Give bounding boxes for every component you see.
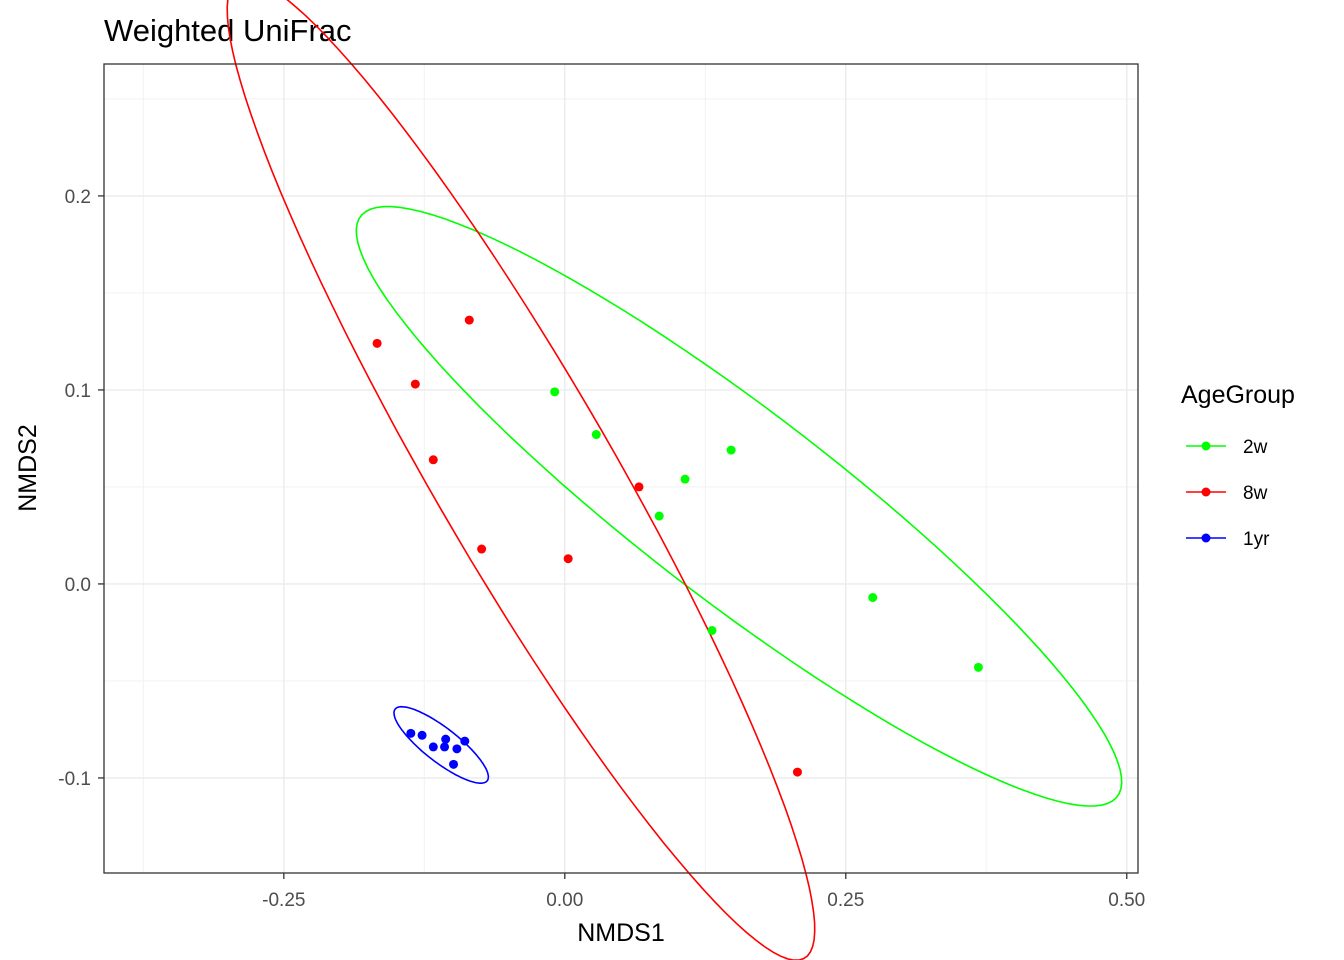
point-1yr bbox=[441, 734, 451, 744]
point-2w bbox=[726, 445, 736, 455]
ellipse-8w bbox=[226, 0, 816, 960]
legend-label: 1yr bbox=[1243, 529, 1270, 550]
legend-key-point bbox=[1201, 533, 1211, 543]
point-8w bbox=[563, 554, 573, 564]
data-points bbox=[372, 315, 983, 777]
point-8w bbox=[428, 455, 438, 465]
legend-item-1yr: 1yr bbox=[1186, 529, 1270, 550]
y-tick-label: 0.1 bbox=[65, 381, 91, 402]
legend-items: 2w 8w 1yr bbox=[1186, 437, 1270, 550]
panel-border bbox=[103, 63, 1139, 874]
y-tick-label: 0.0 bbox=[65, 575, 91, 596]
point-1yr bbox=[406, 728, 416, 738]
legend-item-8w: 8w bbox=[1186, 483, 1268, 504]
point-2w bbox=[707, 625, 717, 635]
legend-label: 8w bbox=[1243, 483, 1268, 504]
point-2w bbox=[868, 593, 878, 603]
grid-minor bbox=[104, 64, 1138, 873]
legend-key-point bbox=[1201, 441, 1211, 451]
point-2w bbox=[654, 511, 664, 521]
legend: AgeGroup 2w 8w 1yr bbox=[1181, 381, 1295, 550]
point-1yr bbox=[428, 742, 438, 752]
confidence-ellipses bbox=[226, 0, 1123, 960]
x-axis-title: NMDS1 bbox=[577, 919, 665, 947]
x-tick-label: 0.25 bbox=[827, 890, 864, 911]
point-1yr bbox=[417, 730, 427, 740]
y-axis-title: NMDS2 bbox=[14, 424, 42, 512]
point-8w bbox=[792, 767, 802, 777]
point-8w bbox=[477, 544, 487, 554]
point-2w bbox=[591, 430, 601, 440]
point-8w bbox=[372, 338, 382, 348]
ellipse-1yr bbox=[393, 705, 490, 785]
point-8w bbox=[410, 379, 420, 389]
grid-major bbox=[104, 64, 1138, 873]
y-tick-label: -0.1 bbox=[58, 769, 91, 790]
point-2w bbox=[550, 387, 560, 397]
legend-label: 2w bbox=[1243, 437, 1268, 458]
legend-item-2w: 2w bbox=[1186, 437, 1268, 458]
x-tick-label: 0.00 bbox=[546, 890, 583, 911]
ellipse-2w bbox=[355, 205, 1123, 807]
point-1yr bbox=[449, 759, 459, 769]
legend-title: AgeGroup bbox=[1181, 381, 1295, 409]
point-8w bbox=[634, 482, 644, 492]
point-2w bbox=[973, 662, 983, 672]
legend-key-point bbox=[1201, 487, 1211, 497]
x-tick-label: 0.50 bbox=[1108, 890, 1145, 911]
point-1yr bbox=[452, 744, 462, 754]
point-1yr bbox=[440, 742, 450, 752]
y-tick-label: 0.2 bbox=[65, 187, 91, 208]
x-axis-ticks: -0.25 0.00 0.25 0.50 bbox=[262, 873, 1145, 911]
point-1yr bbox=[460, 736, 470, 746]
x-tick-label: -0.25 bbox=[262, 890, 305, 911]
y-axis-ticks: -0.1 0.0 0.1 0.2 bbox=[58, 187, 104, 790]
point-2w bbox=[680, 474, 690, 484]
point-8w bbox=[464, 315, 474, 325]
